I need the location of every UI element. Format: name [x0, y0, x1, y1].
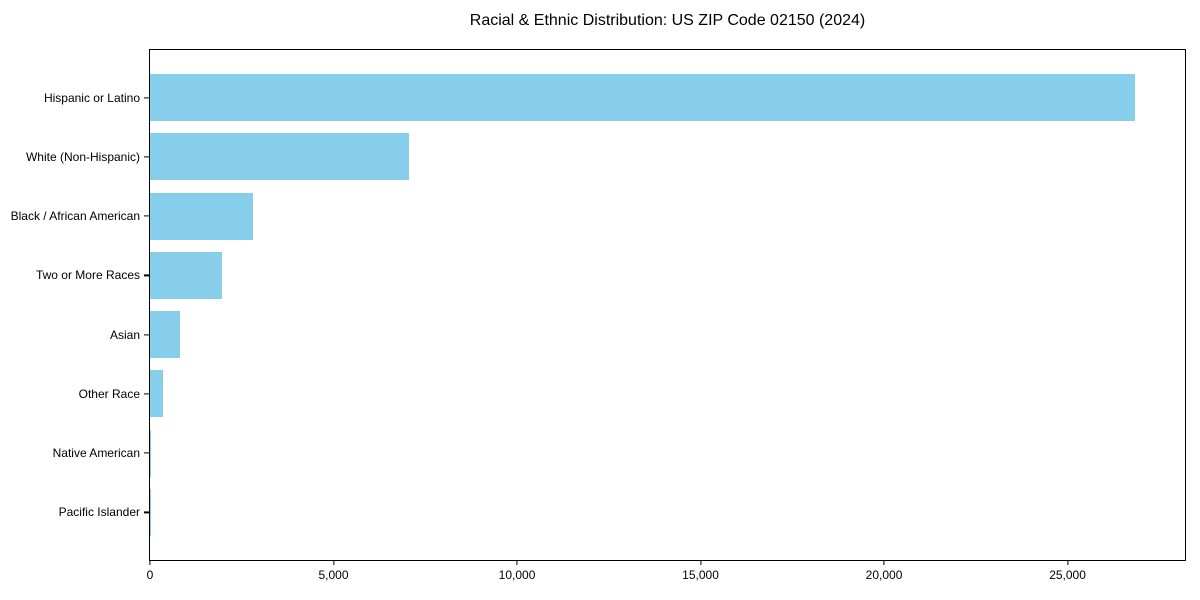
y-axis-label-pacific-islander: Pacific Islander — [58, 505, 140, 520]
bar-row: Hispanic or Latino — [44, 68, 1185, 127]
x-axis-tick-label: 5,000 — [318, 568, 349, 582]
y-axis-tick — [144, 452, 149, 454]
x-axis-tick-mark — [516, 560, 518, 565]
bar-row: Pacific Islander — [59, 483, 1185, 542]
y-axis-tick — [144, 274, 149, 276]
bar-other-race — [150, 370, 164, 418]
y-axis-label-hispanic-or-latino: Hispanic or Latino — [43, 90, 140, 105]
chart-title: Racial & Ethnic Distribution: US ZIP Cod… — [469, 12, 866, 29]
bar-white-non-hispanic — [150, 133, 409, 181]
bar-row: Black / African American — [11, 187, 1185, 246]
bar-asian — [150, 311, 180, 359]
plot-area: Hispanic or Latino White (Non-Hispanic) Bl… — [11, 49, 1186, 582]
x-axis-tick-label: 15,000 — [682, 568, 719, 582]
x-axis-tick-mark — [883, 560, 885, 565]
x-axis: 0 5,000 10,000 15,000 20,000 25,000 — [146, 560, 1185, 590]
bar-native-american — [150, 429, 152, 477]
x-axis-tick-mark — [1066, 560, 1069, 565]
bar-row: Two or More Races — [36, 246, 1185, 305]
x-axis-tick-mark — [149, 560, 151, 565]
bar-hispanic-or-latino — [150, 74, 1136, 122]
bar-two-or-more-races — [150, 251, 222, 299]
y-axis-tick — [144, 393, 149, 395]
y-axis-tick — [144, 97, 149, 99]
y-axis-label-other-race: Other Race — [78, 386, 140, 401]
bar-rows: Hispanic or Latino White (Non-Hispanic) Bl… — [11, 50, 1185, 560]
y-axis-tick — [144, 334, 149, 336]
bar-row: Other Race — [79, 364, 1185, 423]
x-axis-tick-label: 0 — [146, 568, 154, 582]
y-axis-tick — [144, 156, 149, 158]
x-axis-tick-label: 10,000 — [498, 568, 536, 582]
y-axis-label-asian: Asian — [109, 327, 140, 342]
y-axis-label-white-non-hispanic: White (Non-Hispanic) — [25, 149, 140, 164]
y-axis-tick — [144, 215, 149, 217]
x-axis-tick-mark — [699, 560, 702, 565]
bar-black-african-american — [150, 192, 253, 240]
y-axis-label-black-african-american: Black / African American — [10, 209, 140, 224]
bar-row: Asian — [110, 305, 1185, 364]
x-axis-tick-label: 20,000 — [865, 568, 903, 582]
x-axis-tick-label: 25,000 — [1049, 568, 1086, 582]
bar-row: Native American — [53, 424, 1185, 483]
x-axis-tick-mark — [332, 560, 335, 565]
y-axis-label-two-or-more-races: Two or More Races — [35, 268, 140, 283]
bar-row: White (Non-Hispanic) — [26, 127, 1185, 186]
y-axis-label-native-american: Native American — [52, 446, 140, 461]
y-axis-tick — [144, 511, 149, 513]
